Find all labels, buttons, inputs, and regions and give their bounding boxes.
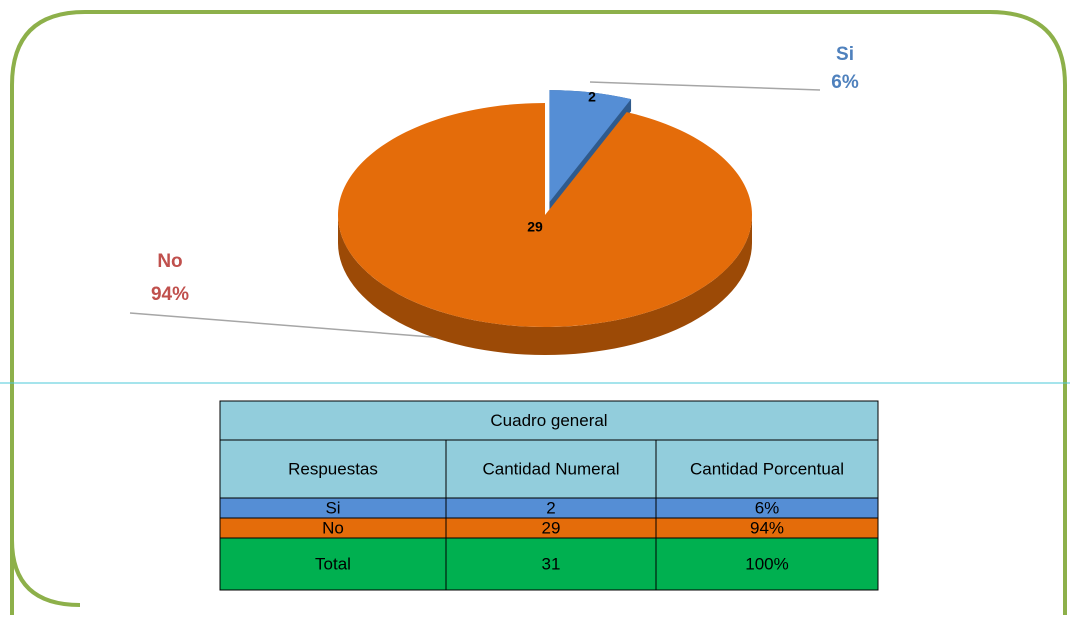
- pie-side: [338, 215, 752, 355]
- table-cell: [445, 439, 657, 499]
- table-cell-text: 94%: [750, 518, 784, 537]
- table-cell-text: 2: [546, 498, 555, 517]
- table-cell-text: Total: [315, 554, 351, 573]
- table-cell-text: 29: [542, 518, 561, 537]
- table-cell-text: 31: [542, 554, 561, 573]
- table-cell-text: Respuestas: [288, 459, 378, 478]
- table-cell-text: No: [322, 518, 344, 537]
- table-cell-text: 6%: [755, 498, 780, 517]
- frame-corner: [10, 539, 81, 607]
- table-cell: [655, 537, 879, 591]
- table-cell-text: 100%: [745, 554, 788, 573]
- pie-slice: [337, 103, 752, 328]
- category-label: No: [157, 251, 182, 272]
- table-cell: [219, 439, 447, 499]
- leader-line: [589, 81, 821, 91]
- percent-label: 94%: [151, 284, 189, 305]
- pie-slice: [549, 90, 632, 203]
- table-cell-text: Cuadro general: [490, 411, 607, 430]
- frame: [10, 10, 1067, 615]
- table-cell-text: Cantidad Porcentual: [690, 459, 844, 478]
- table-cell-text: Cantidad Numeral: [482, 459, 619, 478]
- table-cell-text: Si: [325, 498, 340, 517]
- slice-value-label: 29: [527, 219, 543, 235]
- table-cell: [219, 400, 879, 441]
- table-cell: [219, 537, 447, 591]
- table-cell: [655, 439, 879, 499]
- slice-value-label: 2: [588, 89, 596, 105]
- category-label: Si: [836, 44, 854, 65]
- percent-label: 6%: [831, 72, 859, 93]
